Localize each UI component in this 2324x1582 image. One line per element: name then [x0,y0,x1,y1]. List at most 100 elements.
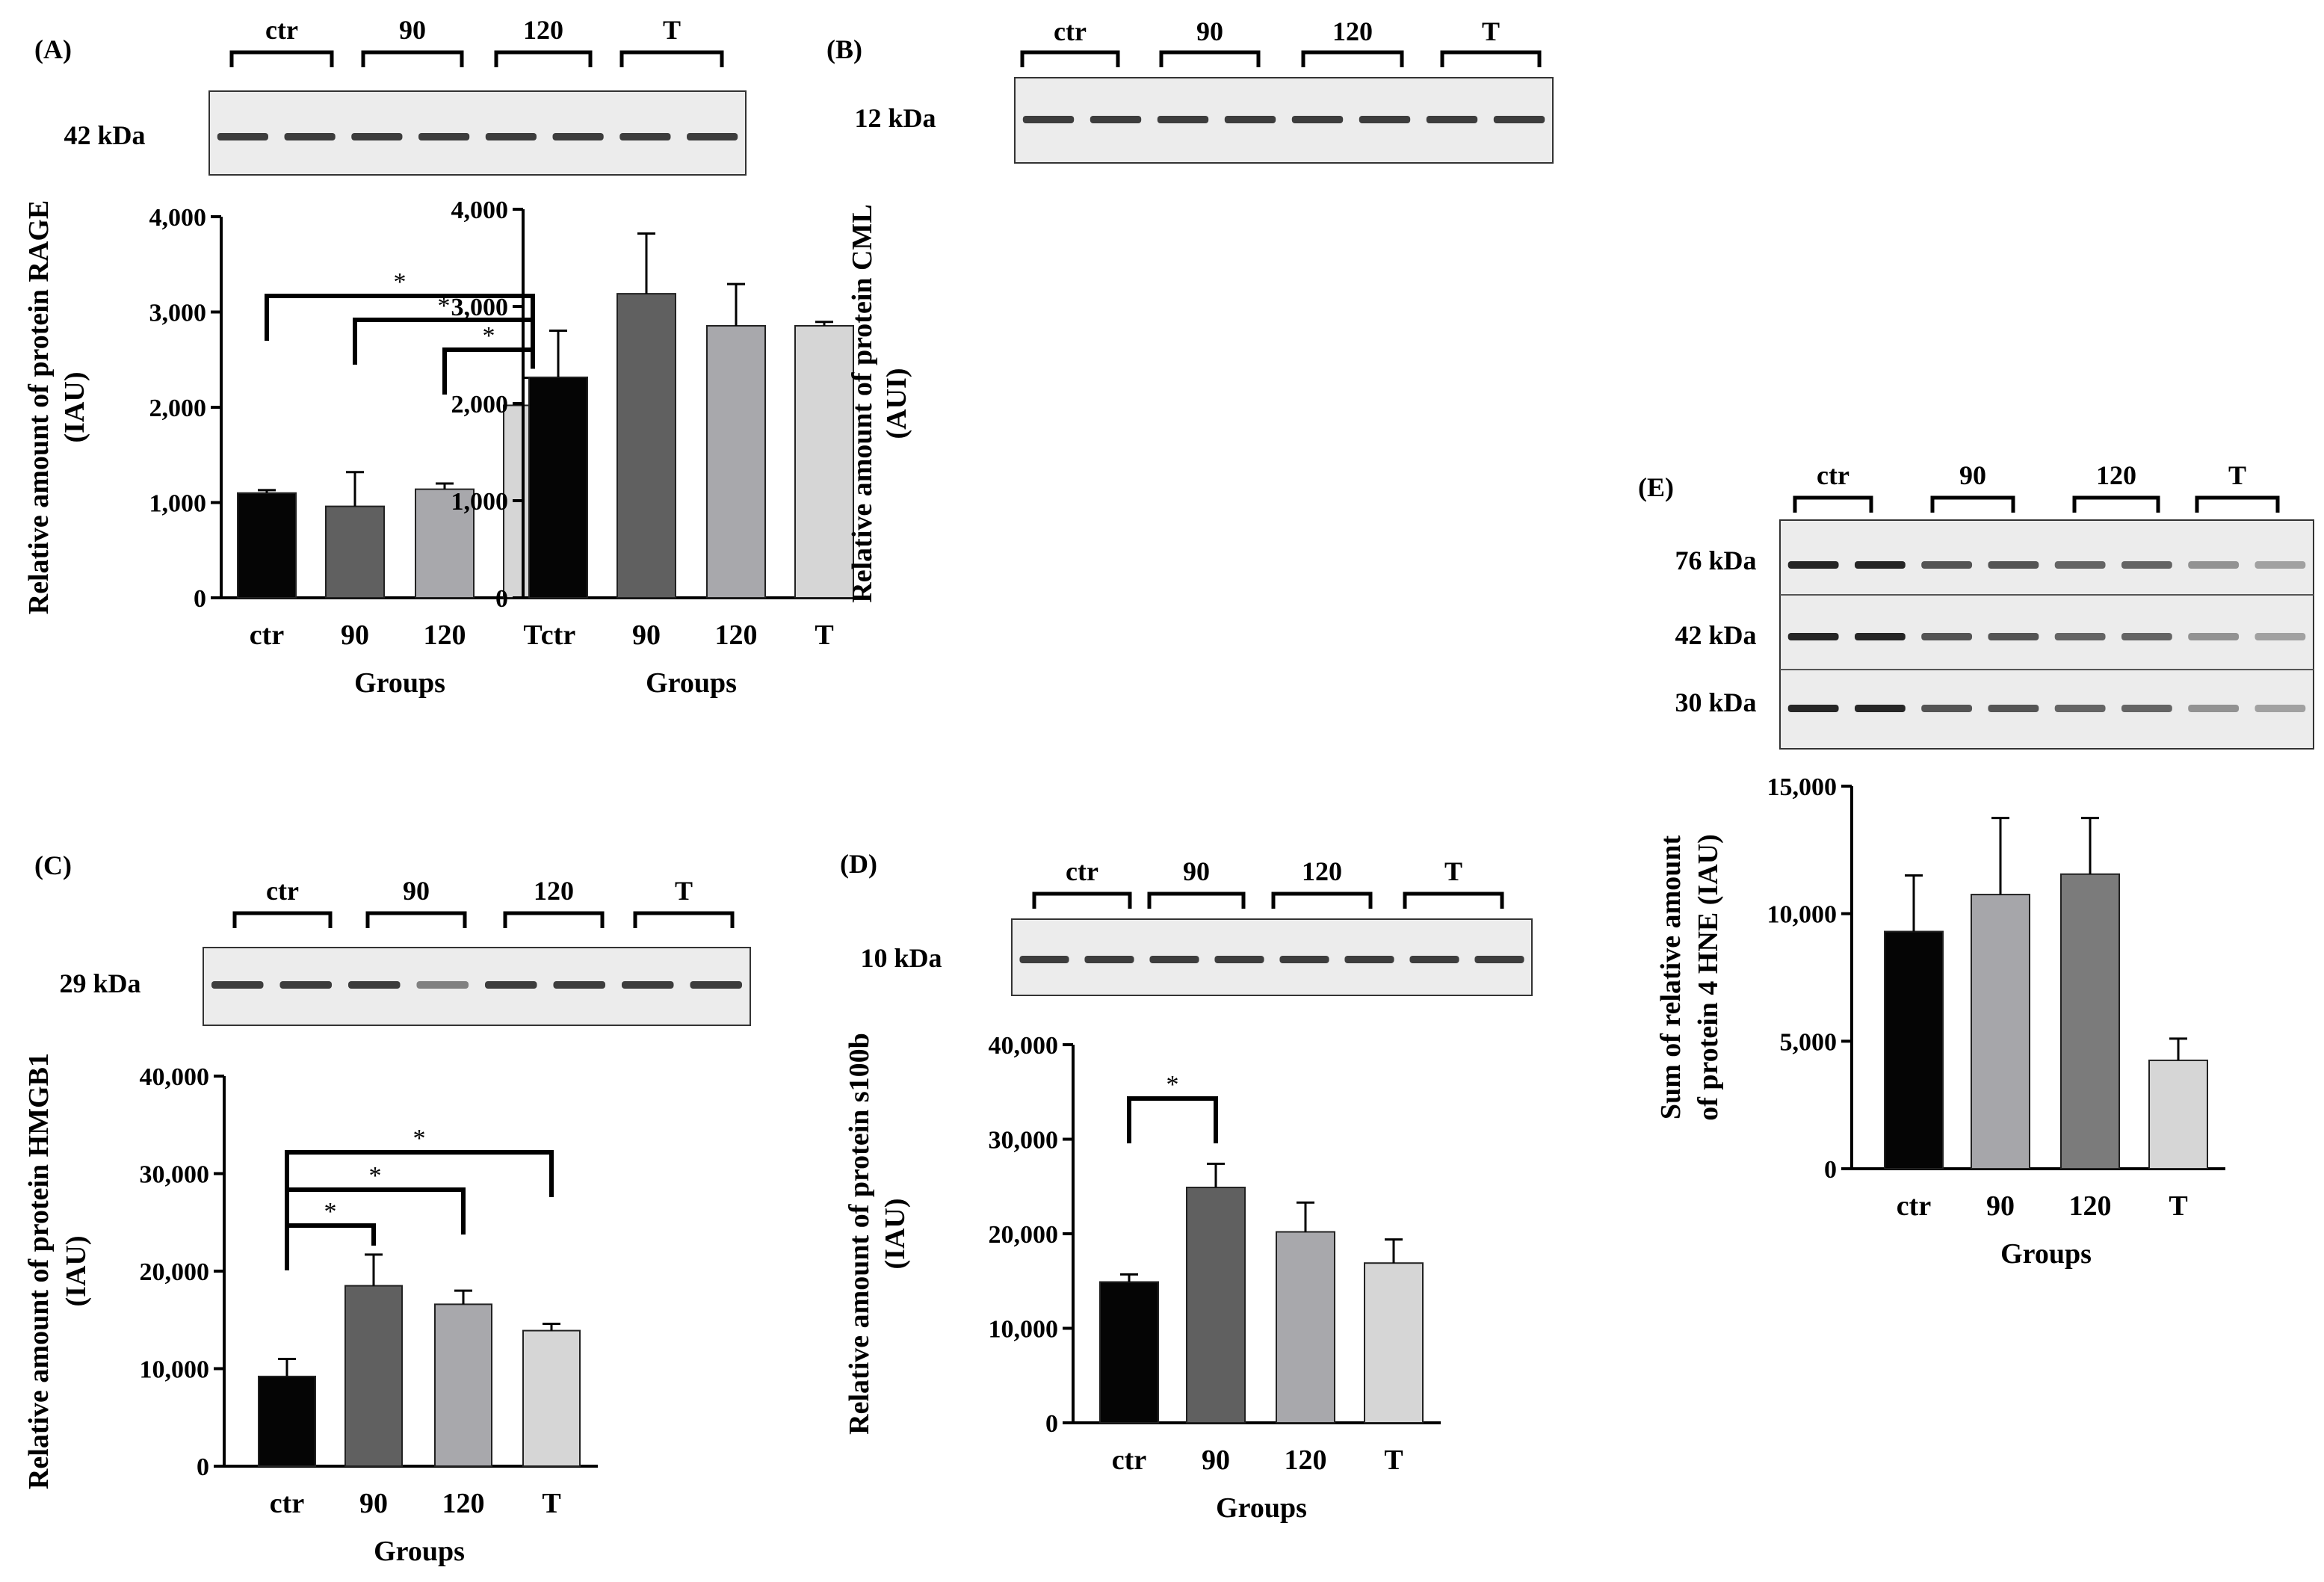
bar-120 [434,1303,492,1467]
y-axis-title: Relative amount of protein RAGE [23,200,55,615]
blot-band [2255,633,2306,640]
blot-bracket [1147,892,1246,909]
panel-a: (A) ctr 90 120 T 42 kDa 0 1,000 2,000 3,000 4,000 c… [23,15,747,699]
x-tick-label: 90 [1986,1190,2015,1222]
blot-bracket [1159,50,1261,67]
blot-band [1854,633,1906,640]
x-tick-label: 90 [632,619,661,651]
x-tick-label: ctr [1897,1190,1932,1222]
blot-band [2121,633,2172,640]
blot-group-label: 90 [1183,856,1210,886]
blot-bracket [1020,50,1120,67]
blot-bracket [2072,495,2160,513]
x-tick-label: 120 [1285,1444,1327,1476]
blot-band [621,981,674,989]
y-axis-title: (IAU) [880,1199,911,1270]
blot-group-label: 120 [1302,856,1342,886]
y-tick-label: 3,000 [149,300,207,327]
blot-bracket [1403,892,1504,909]
y-axis-title: (IAU) [61,1236,92,1307]
x-tick-label: 120 [715,619,758,651]
x-tick-label: T [2169,1190,2187,1222]
blot-band [1921,633,1973,640]
y-axis-title: of protein 4 HNE (IAU) [1693,834,1724,1121]
bar-120 [1276,1231,1335,1424]
y-axis-title: Relative amount of protein HMGB1 [23,1053,55,1489]
bar-90 [1186,1187,1246,1424]
y-tick-label: 40,000 [140,1063,210,1091]
panel-label: (C) [34,850,72,880]
kda-marker: 42 kDa [1675,620,1756,650]
y-tick-label: 2,000 [451,391,509,418]
y-tick-label: 0 [495,585,508,613]
panel-label: (A) [34,34,72,64]
panel-label: (E) [1638,472,1674,502]
x-tick-label: 120 [424,619,466,651]
blot-bracket [1271,892,1373,909]
x-tick-label: T [523,619,542,651]
blot-band [1344,956,1394,963]
bar-T [1364,1262,1424,1424]
x-tick-label: 90 [341,619,369,651]
panel-c: (C) ctr 90 120 T 29 kDa 0 10,000 20,000 30,000 40,… [23,850,751,1567]
y-tick-label: 1,000 [149,490,207,518]
x-axis-title: Groups [1216,1492,1307,1524]
blot-band [2054,705,2106,712]
significance-bracket [285,1187,466,1235]
bar-ctr [1884,930,1944,1170]
bar-ctr [528,376,588,599]
blot-band [279,981,333,989]
blot-band [1090,116,1142,123]
bar-ctr [237,492,297,599]
blot-band [1359,116,1411,123]
blot-bracket [494,50,593,67]
blot-group-label: 120 [523,15,563,45]
blot-band [2255,705,2306,712]
blot-group-label: 120 [1332,16,1373,46]
blot-band [687,133,738,140]
blot-bracket [1440,50,1542,67]
y-tick-label: 20,000 [140,1258,210,1286]
x-tick-label: ctr [250,619,285,651]
y-tick-label: 5,000 [1780,1028,1838,1056]
blot-group-label: 120 [2096,460,2136,490]
blot-band [284,133,336,140]
y-tick-label: 15,000 [1767,773,1838,801]
blot-bracket [229,50,334,67]
y-tick-label: 2,000 [149,395,207,422]
blot-group-label: T [2228,460,2246,490]
blot-bracket [361,50,464,67]
x-axis-title: Groups [354,667,445,699]
panel-d: (D) ctr 90 120 T 10 kDa 0 10,000 20,000 30,000 40,… [840,849,1533,1524]
blot-band [485,133,537,140]
blot-band [690,981,743,989]
blot-band [1493,116,1545,123]
blot-bracket [365,911,467,928]
blot-band [2255,561,2306,569]
kda-marker: 30 kDa [1675,688,1756,717]
y-tick-label: 10,000 [1767,901,1838,929]
y-axis-title: (AUI) [881,368,912,439]
blot-bracket [1930,495,2015,513]
significance-star: * [369,1162,382,1190]
y-axis-title: (IAU) [59,372,90,443]
blot-group-label: ctr [1066,856,1098,886]
kda-marker: 12 kDa [854,103,936,133]
y-tick-label: 3,000 [451,294,509,321]
blot-bracket [1032,892,1132,909]
blot-group-label: T [663,15,681,45]
y-axis-title: Relative amount of protein s100b [844,1033,875,1435]
blot-band [1474,956,1524,963]
x-axis-title: Groups [2000,1238,2092,1270]
blot-band [1921,705,1973,712]
blot-band [1409,956,1459,963]
kda-marker: 42 kDa [64,120,145,150]
y-tick-label: 10,000 [140,1356,210,1384]
panel-e: (E) ctr 90 120 T 76 kDa 42 kDa 30 kDa 0 5,000 10,0… [1638,460,2314,1270]
y-axis-title: Sum of relative amount [1655,835,1687,1119]
blot-band [1921,561,1973,569]
blot-band [1019,956,1069,963]
blot-band [1988,705,2039,712]
bar-T [2148,1059,2208,1170]
